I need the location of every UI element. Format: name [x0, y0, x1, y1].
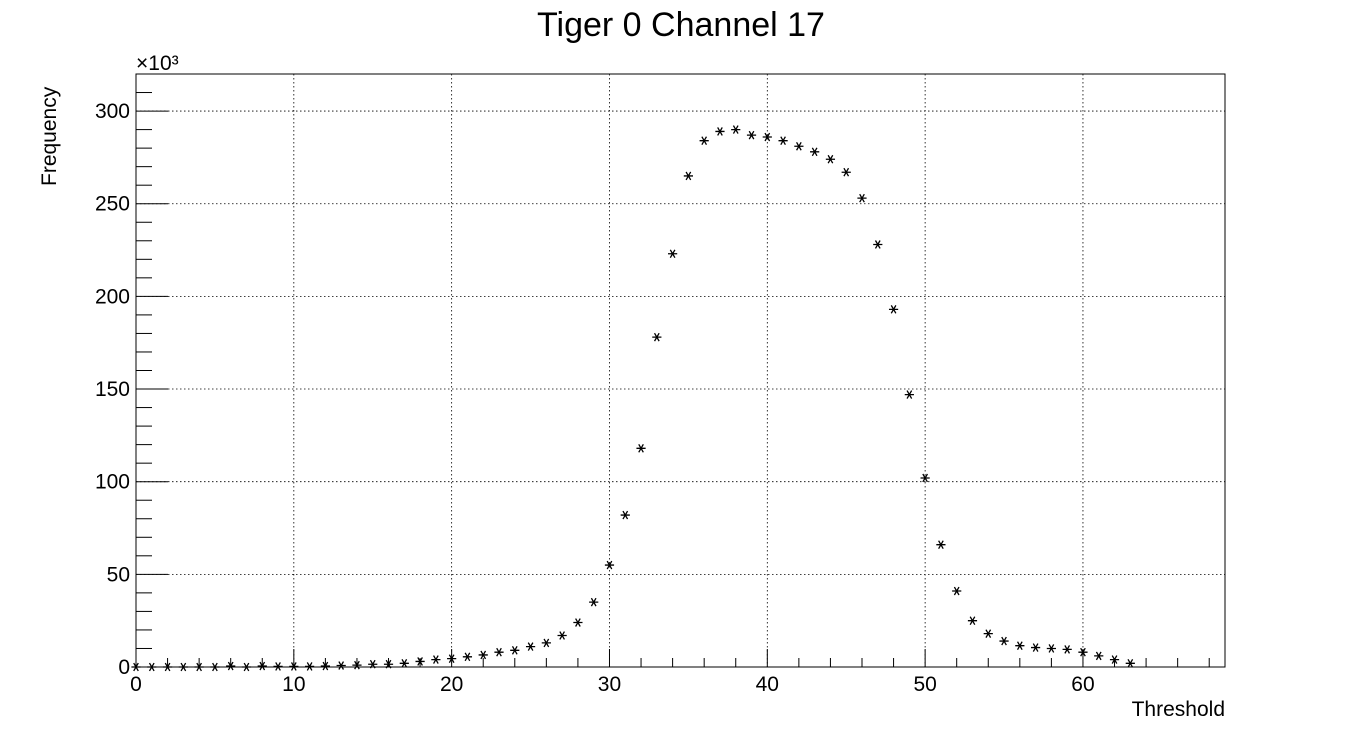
data-point	[478, 650, 488, 660]
data-point	[1015, 641, 1025, 650]
data-point	[604, 560, 615, 570]
y-tick-label: 50	[107, 563, 130, 586]
y-exponent-label: ×10³	[136, 52, 179, 75]
data-point	[983, 629, 993, 638]
data-point	[1031, 643, 1041, 652]
data-point	[447, 654, 457, 663]
y-tick-label: 100	[95, 471, 130, 494]
data-point	[746, 130, 757, 140]
tick-labels: 0 10 20 30 40 50 60 0 50 100 150 200 250 300	[95, 100, 1095, 696]
data-point	[1078, 647, 1088, 657]
data-point	[336, 661, 346, 670]
data-point	[1125, 658, 1135, 668]
grid	[136, 74, 1225, 667]
data-point	[1094, 651, 1104, 661]
data-point	[668, 249, 678, 259]
x-tick-label: 50	[913, 673, 936, 696]
data-point	[699, 136, 709, 146]
data-point	[226, 661, 236, 671]
data-point	[715, 127, 725, 136]
data-point	[573, 618, 583, 627]
data-point	[525, 642, 536, 651]
data-point	[825, 154, 836, 164]
y-axis-label: Frequency	[38, 86, 61, 186]
data-point	[794, 141, 804, 151]
data-point	[431, 655, 441, 664]
y-tick-label: 0	[118, 656, 130, 679]
x-tick-label: 30	[598, 673, 621, 696]
data-point	[683, 171, 693, 181]
data-point	[952, 586, 962, 596]
data-point	[1109, 655, 1120, 664]
data-point	[494, 647, 504, 657]
data-point	[557, 631, 567, 640]
data-point	[415, 657, 425, 666]
x-tick-label: 20	[440, 673, 463, 696]
data-point	[936, 540, 946, 549]
data-point	[636, 444, 646, 453]
data-point	[510, 646, 520, 655]
data-point	[810, 147, 820, 157]
y-tick-label: 250	[95, 193, 130, 216]
y-tick-label: 300	[95, 100, 130, 123]
data-point	[888, 305, 899, 314]
data-point	[352, 660, 362, 670]
y-tick-label: 200	[95, 285, 130, 308]
data-point	[652, 332, 662, 342]
data-point	[257, 661, 267, 671]
x-tick-label: 40	[756, 673, 779, 696]
x-axis-label: Threshold	[1132, 698, 1225, 721]
y-tick-label: 150	[95, 378, 130, 401]
x-tick-label: 60	[1071, 673, 1094, 696]
data-point	[999, 636, 1009, 646]
data-point	[620, 510, 630, 520]
data-point	[541, 638, 551, 648]
data-point	[1062, 645, 1072, 654]
data-point	[920, 473, 930, 483]
data-point	[967, 616, 978, 625]
data-point	[289, 662, 299, 671]
data-point	[589, 597, 599, 607]
data-point	[1046, 644, 1056, 653]
data-point	[320, 661, 330, 671]
chart-title: Tiger 0 Channel 17	[537, 6, 825, 44]
data-point	[462, 652, 473, 662]
data-point	[273, 662, 283, 671]
data-points	[131, 125, 1135, 672]
axis-ticks	[135, 73, 1210, 668]
data-point	[731, 125, 741, 134]
x-tick-label: 10	[282, 673, 305, 696]
data-point	[857, 193, 867, 203]
plot-frame	[135, 73, 1226, 668]
data-point	[873, 240, 883, 249]
data-point	[762, 132, 772, 142]
x-tick-label: 0	[130, 673, 142, 696]
data-point	[399, 658, 409, 668]
data-point	[841, 167, 851, 177]
data-point	[305, 662, 315, 671]
data-point	[904, 390, 914, 399]
data-point	[778, 136, 788, 146]
